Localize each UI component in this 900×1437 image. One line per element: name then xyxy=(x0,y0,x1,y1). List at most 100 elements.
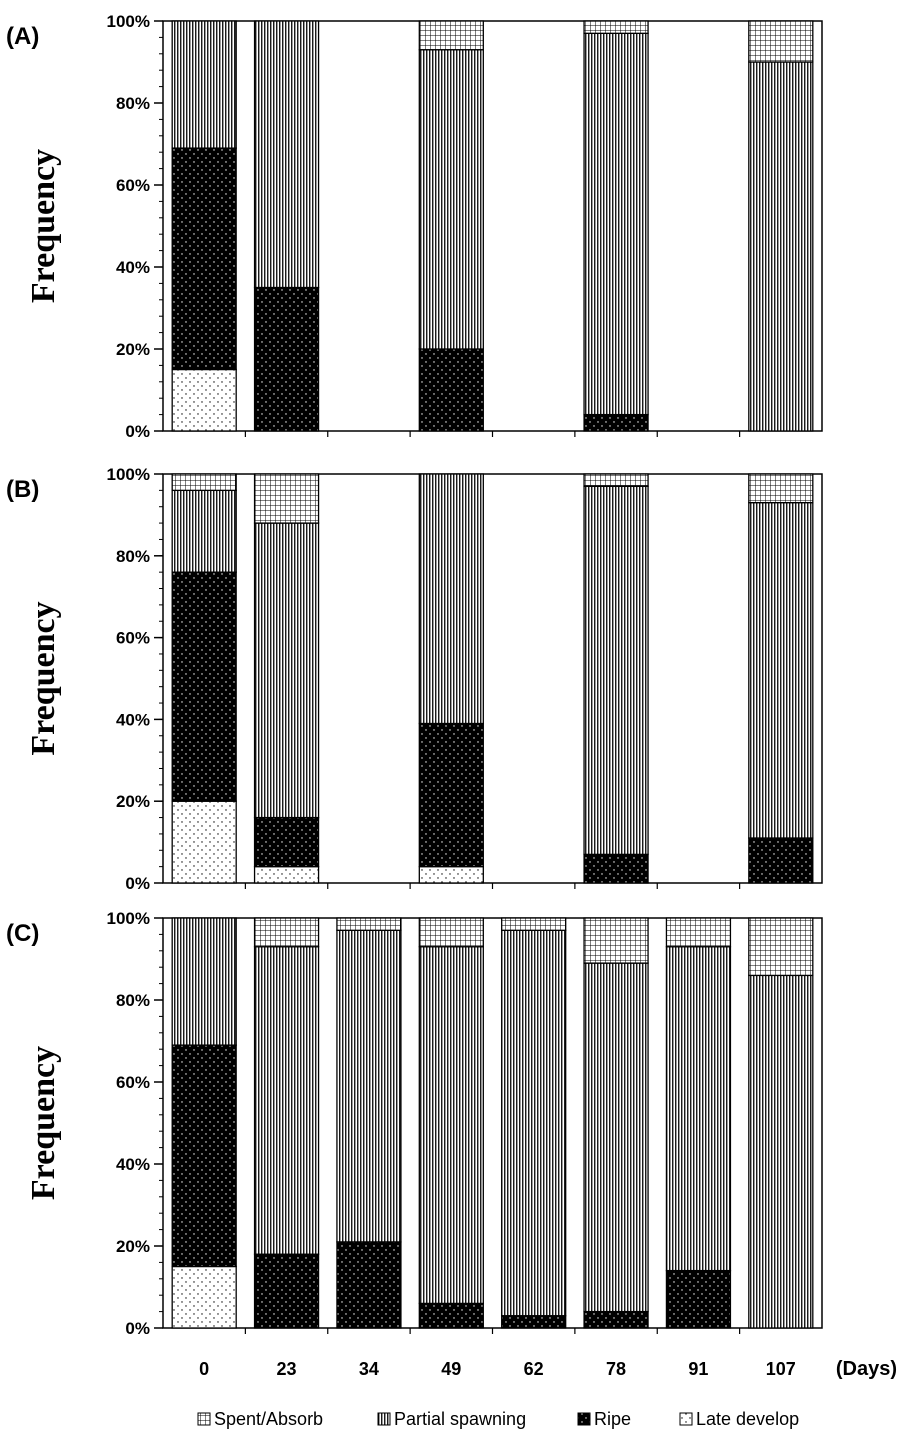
x-tick-label: 91 xyxy=(688,1359,708,1379)
bar-segment-spent xyxy=(418,917,484,948)
bar-segment-spent xyxy=(583,917,649,964)
legend-swatch xyxy=(577,1412,591,1426)
bar-segment-spent xyxy=(336,917,402,931)
bar-segment-ripe xyxy=(501,1315,567,1329)
bar-segment-partial xyxy=(501,929,567,1317)
bar-segment-spent xyxy=(253,917,320,948)
x-axis-labels: 0 23 34 49 62 78 91 107 (Days) xyxy=(199,1358,897,1380)
y-tick-label: 60% xyxy=(116,629,150,648)
bar-segment-partial xyxy=(171,20,237,149)
y-tick-label: 40% xyxy=(116,710,150,729)
bar-segment-spent xyxy=(418,20,484,51)
y-tick-label: 0% xyxy=(125,422,150,441)
bar-day-78 xyxy=(583,473,649,884)
x-tick-label: 107 xyxy=(766,1359,796,1379)
y-axis-title: Frequency xyxy=(25,601,62,755)
y-tick-label: 40% xyxy=(116,258,150,277)
bar-segment-ripe xyxy=(418,722,484,868)
legend-item-partial: Partial spawning xyxy=(377,1409,526,1429)
bar-day-0 xyxy=(171,917,237,1329)
bar-segment-ripe xyxy=(665,1269,732,1329)
bar-segment-spent xyxy=(501,917,567,931)
bar-segment-partial xyxy=(583,485,649,856)
y-tick-label: 100% xyxy=(107,909,150,928)
x-tick-label: 23 xyxy=(277,1359,297,1379)
bar-segment-partial xyxy=(665,946,732,1272)
bar-segment-ripe xyxy=(253,286,320,432)
panel-label: (C) xyxy=(6,920,39,947)
bar-segment-spent xyxy=(583,20,649,34)
bar-segment-partial xyxy=(418,946,484,1305)
bar-day-23 xyxy=(253,917,320,1329)
bar-day-78 xyxy=(583,917,649,1329)
panel-label: (A) xyxy=(6,23,39,50)
legend-swatch xyxy=(377,1412,391,1426)
x-tick-label: 78 xyxy=(606,1359,626,1379)
bar-segment-partial xyxy=(583,962,649,1313)
bar-day-107 xyxy=(748,917,814,1329)
bar-segment-spent xyxy=(665,917,732,948)
panel-label: (B) xyxy=(6,476,39,503)
bar-segment-ripe xyxy=(583,853,649,884)
bar-day-23 xyxy=(253,20,320,432)
legend-label: Spent/Absorb xyxy=(214,1409,323,1429)
bar-day-107 xyxy=(748,20,814,432)
bar-segment-partial xyxy=(418,49,484,350)
bar-segment-late xyxy=(253,865,320,884)
legend-label: Ripe xyxy=(594,1409,631,1429)
y-tick-label: 20% xyxy=(116,792,150,811)
legend: Spent/Absorb Partial spawning Ripe Late dev… xyxy=(197,1409,799,1429)
y-tick-label: 60% xyxy=(116,176,150,195)
legend-swatch xyxy=(679,1412,693,1426)
bar-segment-late xyxy=(418,865,484,884)
bar-day-78 xyxy=(583,20,649,432)
bar-segment-partial xyxy=(748,61,814,432)
y-tick-label: 20% xyxy=(116,1237,150,1256)
bar-segment-ripe xyxy=(748,837,814,884)
legend-item-spent: Spent/Absorb xyxy=(197,1409,323,1429)
bar-segment-ripe xyxy=(171,571,237,802)
bar-day-107 xyxy=(748,473,814,884)
bar-segment-partial xyxy=(336,929,402,1243)
bar-segment-spent xyxy=(748,917,814,977)
bar-segment-partial xyxy=(418,473,484,725)
bar-segment-ripe xyxy=(171,1044,237,1268)
y-tick-label: 80% xyxy=(116,547,150,566)
bar-segment-ripe xyxy=(583,413,649,432)
bar-day-0 xyxy=(171,20,237,432)
bar-segment-partial xyxy=(748,501,814,839)
bar-segment-spent xyxy=(171,473,237,492)
x-unit-label: (Days) xyxy=(836,1358,897,1380)
bar-day-49 xyxy=(418,473,484,884)
legend-item-ripe: Ripe xyxy=(577,1409,631,1429)
legend-swatch xyxy=(197,1412,211,1426)
bar-segment-partial xyxy=(171,917,237,1046)
y-tick-label: 100% xyxy=(107,465,150,484)
panel-b: 0% 20% 40% 60% 80% 100% Frequency (B) xyxy=(6,465,823,893)
x-tick-label: 49 xyxy=(441,1359,461,1379)
y-tick-label: 80% xyxy=(116,94,150,113)
bar-segment-ripe xyxy=(583,1310,649,1329)
y-tick-label: 0% xyxy=(125,1319,150,1338)
y-axis-title: Frequency xyxy=(25,149,62,303)
bar-segment-late xyxy=(171,800,237,884)
bar-segment-partial xyxy=(253,946,320,1255)
bar-segment-partial xyxy=(171,489,237,573)
legend-label: Partial spawning xyxy=(394,1409,526,1429)
y-tick-label: 60% xyxy=(116,1073,150,1092)
bar-segment-ripe xyxy=(336,1241,402,1329)
bar-segment-ripe xyxy=(253,1253,320,1329)
y-tick-label: 20% xyxy=(116,340,150,359)
bar-segment-partial xyxy=(748,974,814,1329)
bar-segment-spent xyxy=(583,473,649,487)
bar-segment-late xyxy=(171,368,237,432)
y-tick-label: 100% xyxy=(107,12,150,31)
bar-segment-late xyxy=(171,1265,237,1329)
panel-a: 0% 20% 40% 60% 80% 100% Frequency (A) xyxy=(6,12,823,441)
y-tick-label: 40% xyxy=(116,1155,150,1174)
bar-segment-partial xyxy=(583,32,649,416)
bar-day-0 xyxy=(171,473,237,884)
bar-segment-ripe xyxy=(171,147,237,371)
bar-day-49 xyxy=(418,917,484,1329)
